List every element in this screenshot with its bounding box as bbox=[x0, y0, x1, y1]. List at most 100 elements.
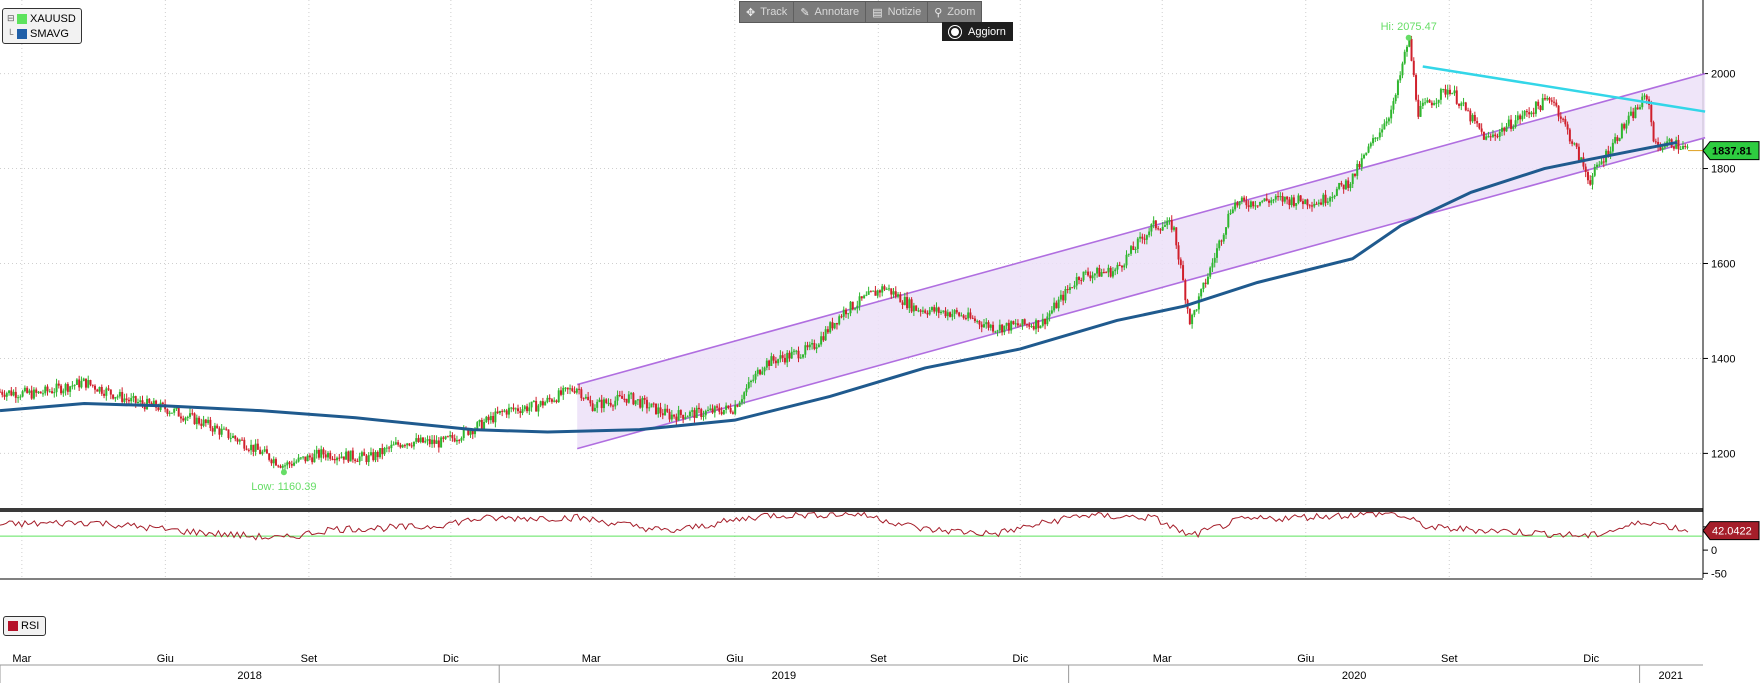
candle bbox=[406, 443, 409, 446]
candle bbox=[602, 399, 605, 409]
candle bbox=[1236, 202, 1239, 206]
candle bbox=[584, 396, 587, 399]
annotate-button[interactable]: ✎ Annotare bbox=[794, 2, 867, 22]
candle bbox=[243, 439, 246, 449]
candle bbox=[1229, 212, 1232, 214]
rsi-line bbox=[0, 511, 1689, 541]
candle bbox=[1064, 289, 1067, 301]
candle bbox=[236, 438, 239, 442]
candle bbox=[284, 465, 287, 467]
candle bbox=[1575, 143, 1578, 147]
candle bbox=[713, 406, 716, 413]
month-tick-label: Giu bbox=[726, 653, 743, 665]
candle bbox=[973, 318, 976, 322]
candle bbox=[218, 428, 221, 435]
candle bbox=[1537, 101, 1540, 106]
candle bbox=[1272, 199, 1275, 201]
candle bbox=[1098, 267, 1101, 277]
zoom-button[interactable]: ⚲ Zoom bbox=[934, 6, 976, 19]
candle bbox=[274, 459, 277, 466]
candle bbox=[351, 450, 354, 460]
candle bbox=[453, 438, 456, 442]
candle bbox=[1243, 197, 1246, 201]
candle bbox=[1261, 201, 1264, 203]
candle bbox=[32, 389, 35, 399]
candle bbox=[890, 288, 893, 295]
candle bbox=[921, 310, 924, 312]
candle bbox=[1277, 196, 1280, 198]
candle bbox=[1636, 107, 1639, 110]
candle bbox=[1035, 320, 1038, 330]
candle bbox=[329, 452, 332, 459]
news-button[interactable]: ▤ Notizie bbox=[866, 2, 929, 22]
candle bbox=[521, 409, 524, 413]
candle bbox=[191, 413, 194, 415]
candle bbox=[48, 391, 51, 393]
candle bbox=[1132, 246, 1135, 250]
candle bbox=[623, 398, 626, 400]
high-annotation: Hi: 2075.47 bbox=[1381, 21, 1437, 33]
candle bbox=[55, 383, 58, 393]
candle bbox=[700, 409, 703, 417]
legend[interactable]: ⊟ XAUUSD └ SMAVG bbox=[2, 8, 82, 44]
candle bbox=[842, 309, 845, 317]
candle bbox=[792, 350, 795, 352]
candle bbox=[340, 456, 343, 459]
candle bbox=[435, 440, 438, 444]
candle bbox=[1378, 132, 1381, 138]
candle bbox=[1469, 110, 1472, 122]
candle bbox=[1521, 115, 1524, 120]
candle bbox=[940, 311, 943, 313]
candle bbox=[930, 307, 933, 311]
candle bbox=[1256, 205, 1259, 207]
candle bbox=[1580, 157, 1583, 161]
candle bbox=[765, 360, 768, 368]
candle bbox=[924, 310, 927, 313]
candle bbox=[1274, 196, 1277, 200]
year-label: 2018 bbox=[237, 670, 261, 682]
candle bbox=[695, 407, 698, 419]
rsi-panel bbox=[0, 512, 1702, 578]
candle bbox=[1134, 248, 1137, 250]
rsi-legend[interactable]: RSI bbox=[3, 616, 47, 636]
candle bbox=[345, 451, 348, 460]
update-button[interactable]: Aggiorn bbox=[942, 22, 1013, 41]
candle bbox=[388, 447, 391, 449]
candle bbox=[1247, 205, 1250, 208]
candle bbox=[822, 336, 825, 341]
candle bbox=[559, 390, 562, 395]
candle bbox=[222, 428, 225, 430]
candle bbox=[831, 322, 834, 329]
candle bbox=[1625, 123, 1628, 129]
candle bbox=[881, 286, 884, 293]
candle bbox=[168, 412, 171, 414]
candle bbox=[132, 396, 135, 398]
candle bbox=[369, 452, 372, 456]
candle bbox=[1326, 201, 1329, 203]
candle bbox=[1206, 276, 1209, 284]
month-tick-label: Giu bbox=[157, 653, 174, 665]
candle bbox=[367, 455, 370, 463]
candle bbox=[207, 419, 210, 424]
candle bbox=[557, 390, 560, 403]
candle bbox=[1005, 322, 1008, 326]
candle bbox=[1191, 314, 1194, 325]
last-price-label: 1837.81 bbox=[1712, 146, 1752, 158]
candle bbox=[783, 357, 786, 363]
candle bbox=[281, 465, 284, 468]
candle bbox=[849, 301, 852, 314]
candle bbox=[390, 444, 393, 449]
candle bbox=[1252, 201, 1255, 207]
track-button[interactable]: ✥ Track bbox=[740, 2, 795, 22]
candle bbox=[829, 322, 832, 333]
legend-item-xauusd[interactable]: ⊟ XAUUSD bbox=[7, 12, 76, 25]
legend-item-smavg[interactable]: └ SMAVG bbox=[7, 27, 69, 40]
tree-branch-icon: ⊟ bbox=[7, 13, 15, 23]
candle bbox=[1596, 164, 1599, 167]
candle bbox=[675, 416, 678, 421]
candle bbox=[157, 407, 160, 410]
candle bbox=[1686, 146, 1689, 148]
candle bbox=[768, 360, 771, 366]
candle bbox=[535, 400, 538, 412]
